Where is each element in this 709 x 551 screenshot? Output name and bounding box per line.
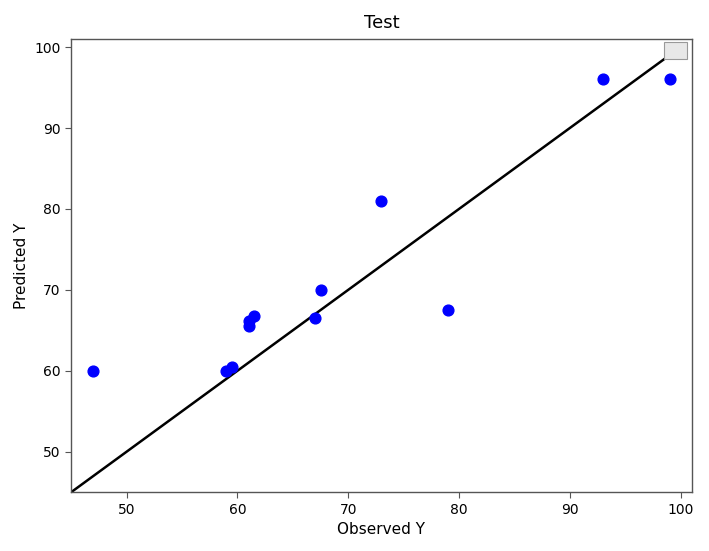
Point: [376, 196, 387, 205]
Point: [598, 75, 609, 84]
Point: [88, 366, 99, 375]
FancyBboxPatch shape: [664, 42, 688, 60]
X-axis label: Observed Y: Observed Y: [337, 522, 425, 537]
Title: Test: Test: [364, 14, 399, 32]
Point: [315, 285, 326, 294]
Point: [442, 306, 454, 315]
Point: [243, 316, 255, 325]
Point: [220, 366, 232, 375]
Y-axis label: Predicted Y: Predicted Y: [14, 223, 29, 309]
Point: [243, 322, 255, 331]
Point: [309, 314, 320, 322]
Point: [248, 311, 259, 320]
Point: [226, 363, 238, 371]
Point: [664, 75, 675, 84]
